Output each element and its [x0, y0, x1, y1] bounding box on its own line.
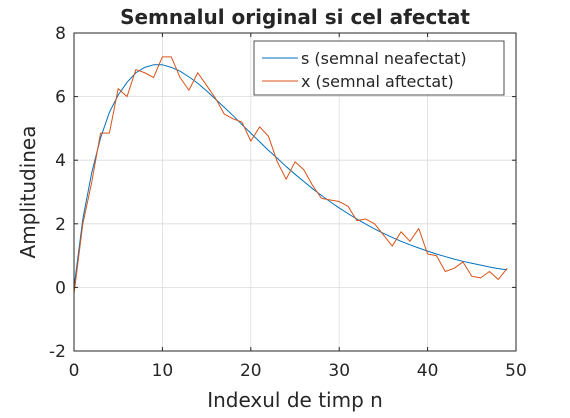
x-tick-label: 20 — [240, 361, 262, 381]
x-axis-label: Indexul de timp n — [207, 388, 383, 412]
axes-box — [73, 32, 517, 352]
x-tick-label: 50 — [505, 361, 527, 381]
y-tick-label: -2 — [49, 342, 66, 362]
x-tick-label: 40 — [417, 361, 439, 381]
y-tick-label: 2 — [55, 215, 66, 235]
y-axis-label: Amplitudinea — [16, 126, 40, 259]
y-tick-label: 6 — [55, 88, 66, 108]
y-tick-label: 8 — [55, 24, 66, 44]
legend-entry-s: s (semnal neafectat) — [301, 49, 467, 68]
y-ticks: -2 0 2 4 6 8 — [49, 24, 516, 362]
x-ticks: 0 10 20 30 40 50 — [69, 33, 527, 381]
x-tick-label: 0 — [69, 361, 80, 381]
chart-title: Semnalul original si cel afectat — [120, 5, 470, 29]
legend: s (semnal neafectat) x (semnal aftectat) — [253, 40, 505, 96]
legend-box — [253, 40, 505, 96]
y-tick-label: 0 — [55, 278, 66, 298]
series-line-x — [73, 56, 508, 294]
x-tick-label: 30 — [328, 361, 350, 381]
series-layer — [73, 56, 508, 294]
legend-entry-x: x (semnal aftectat) — [301, 72, 454, 91]
y-tick-label: 4 — [55, 151, 66, 171]
x-tick-label: 10 — [152, 361, 174, 381]
